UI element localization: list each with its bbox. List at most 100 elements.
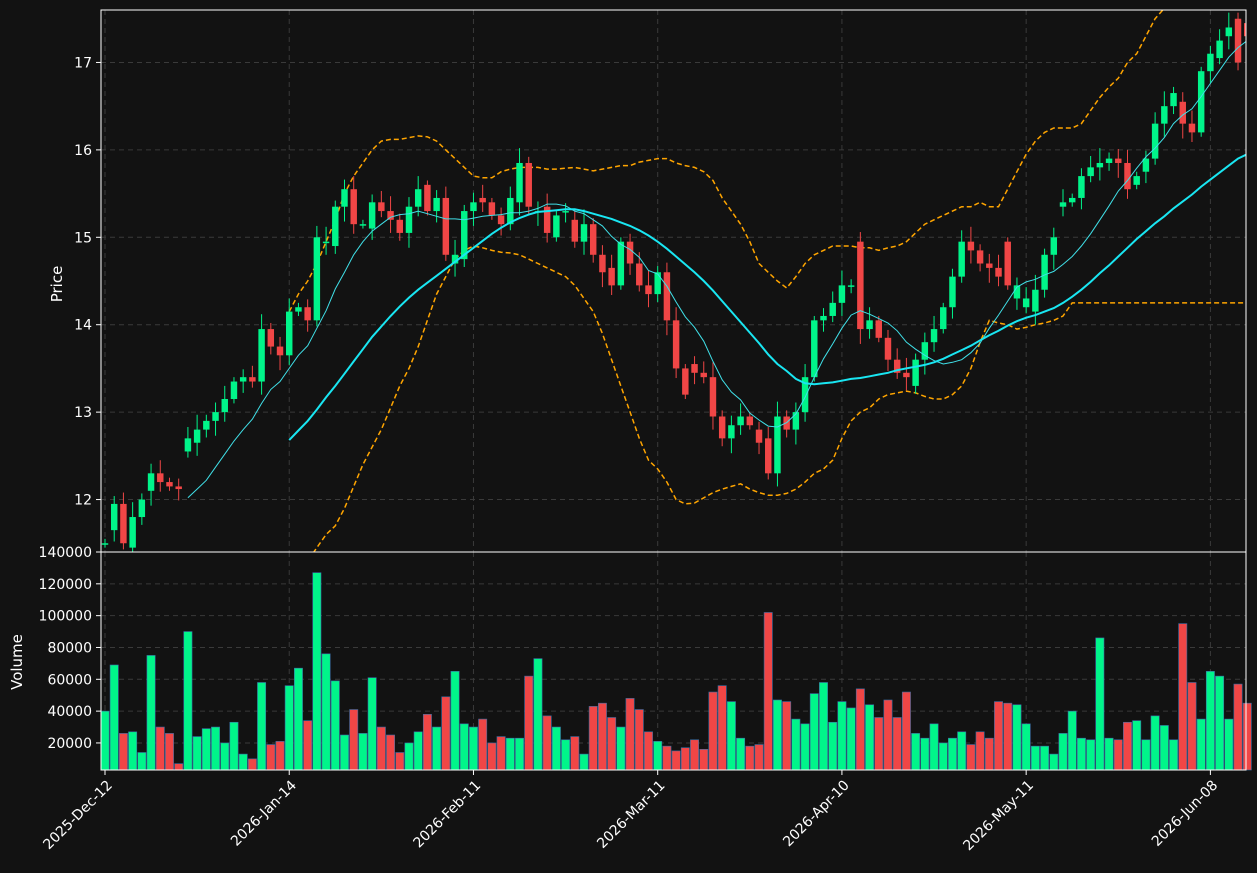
candle-up [912, 359, 919, 386]
volume-bar [247, 758, 257, 771]
volume-bar [607, 717, 617, 771]
candle-up [286, 311, 293, 356]
volume-axis-title: Volume [8, 634, 26, 690]
candle-up [1105, 158, 1113, 163]
date-tick-label: 2026-Feb-11 [411, 778, 485, 852]
volume-panel-frame [100, 551, 1247, 771]
candle-up [847, 285, 855, 287]
candle-down [718, 416, 726, 439]
volume-bar [174, 763, 184, 771]
volume-bar [229, 721, 239, 771]
date-tick-label: 2025-Dec-12 [40, 778, 115, 853]
candle-down [166, 482, 173, 487]
volume-bar [551, 726, 561, 771]
volume-bar [321, 653, 331, 771]
date-axis-ticks: 2025-Dec-12 2026-Jan-14 2026-Feb-11 2026-Ma… [40, 770, 1221, 854]
volume-tick-label: 40000 [47, 704, 92, 720]
candle-down [157, 473, 164, 483]
candle-up [838, 285, 846, 303]
volume-bar [1242, 702, 1252, 771]
volume-bar [1196, 718, 1206, 771]
volume-bar [155, 726, 165, 771]
candle-down [903, 372, 910, 378]
volume-bar [855, 688, 865, 771]
candle-up [553, 215, 560, 238]
date-tick-label: 2026-Mar-11 [594, 778, 668, 852]
volume-bar [1076, 737, 1086, 771]
volume-bar [828, 721, 838, 771]
volume-bar [496, 736, 506, 771]
price-tick-label: 14 [74, 318, 92, 334]
volume-bar [183, 631, 193, 771]
candle-up [414, 189, 422, 207]
price-tick-label: 15 [74, 230, 92, 246]
volume-bar [413, 731, 423, 771]
volume-bar [1123, 721, 1132, 771]
volume-bar [690, 739, 699, 771]
volume-bar [763, 612, 773, 771]
candle-up [1087, 167, 1094, 177]
volume-bar [1159, 725, 1169, 771]
candle-down [442, 197, 450, 255]
volume-bar [1003, 702, 1013, 771]
candle-up [184, 438, 192, 452]
candle-up [1170, 93, 1177, 107]
volume-bar [1141, 739, 1151, 771]
candle-down [571, 219, 579, 242]
volume-bar [432, 726, 442, 771]
volume-bar [791, 718, 801, 771]
candle-down [976, 250, 984, 264]
volume-bar [736, 737, 746, 771]
volume-bar [1021, 723, 1031, 771]
volume-bar [1095, 637, 1105, 771]
volume-bar [284, 685, 294, 771]
volume-bar [579, 753, 589, 771]
volume-bar [1030, 745, 1040, 771]
candle-down [479, 197, 486, 203]
candle-up [1216, 40, 1223, 59]
candle-up [949, 276, 956, 308]
volume-bar [911, 733, 921, 771]
volume-bar [773, 699, 782, 771]
candle-down [378, 202, 385, 212]
candle-up [405, 206, 413, 233]
candle-down [986, 263, 993, 268]
date-tick-label: 2026-May-11 [960, 778, 1037, 855]
volume-bar [478, 718, 488, 771]
candle-up [138, 499, 146, 518]
volume-bar [726, 701, 736, 771]
volume-bar [662, 745, 672, 771]
candle-down [626, 241, 634, 264]
volume-bar [920, 737, 930, 771]
volume-bar [1150, 715, 1160, 771]
volume-bar [118, 733, 128, 771]
volume-bar [257, 682, 267, 771]
volume-bar [100, 710, 110, 771]
ma-slow-line [288, 153, 1246, 441]
candle-down [700, 372, 707, 378]
candle-up [958, 241, 965, 277]
volume-bar [192, 736, 202, 771]
candle-up [461, 211, 468, 260]
volume-bar [929, 723, 939, 771]
volume-bar [469, 726, 478, 771]
volume-bar [128, 731, 138, 771]
volume-bar [994, 701, 1003, 771]
volume-bar [312, 572, 322, 771]
candle-up [1096, 162, 1104, 168]
volume-bar [146, 655, 156, 771]
candle-up [221, 399, 228, 413]
volume-bar [975, 731, 985, 771]
candle-up [129, 517, 136, 548]
volume-bar [984, 737, 994, 771]
candle-down [1244, 23, 1246, 37]
volume-bar [966, 744, 976, 771]
volume-bar [819, 682, 828, 771]
volume-bar [505, 737, 515, 771]
candle-down [304, 307, 311, 321]
volume-bar [1178, 623, 1188, 771]
volume-bar [542, 715, 552, 771]
moving-averages [187, 40, 1246, 499]
volume-bar [1049, 753, 1059, 771]
candle-down [175, 486, 182, 490]
